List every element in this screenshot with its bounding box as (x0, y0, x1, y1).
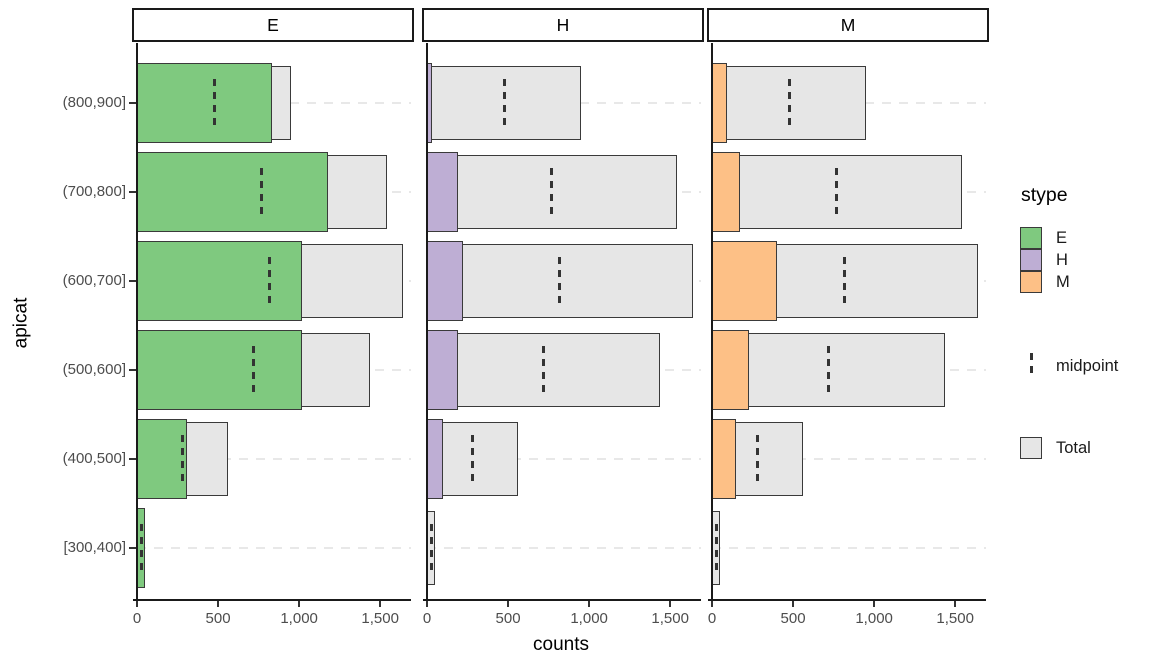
x-tick-label: 500 (780, 610, 806, 627)
facet-strip-E: E (132, 8, 414, 42)
y-tick-mark (129, 280, 136, 282)
stype-bar-M (712, 152, 740, 232)
stype-bar-E (137, 419, 188, 499)
midpoint-marker (260, 168, 264, 216)
legend-swatch-E (1020, 227, 1042, 249)
midpoint-marker (542, 346, 546, 394)
midpoint-marker (843, 257, 847, 305)
axis-line-bottom (708, 599, 986, 601)
midpoint-marker (827, 346, 831, 394)
legend-label-midpoint: midpoint (1056, 357, 1119, 375)
gridline (137, 458, 411, 460)
legend-swatch-M (1020, 271, 1042, 293)
stype-bar-E (137, 241, 303, 321)
gridline (712, 458, 986, 460)
y-tick-label: (800,900] (62, 94, 126, 111)
x-tick-mark (379, 601, 382, 607)
x-tick-label: 1,500 (651, 610, 689, 627)
x-tick-label: 500 (205, 610, 231, 627)
x-tick-mark (588, 601, 591, 607)
x-tick-label: 1,000 (570, 610, 608, 627)
x-axis-title: counts (533, 634, 589, 655)
midpoint-marker (212, 79, 216, 127)
stype-bar-E (137, 330, 303, 410)
x-tick-label: 1,500 (361, 610, 399, 627)
stype-bar-H (427, 330, 458, 410)
axis-line-left (426, 43, 428, 602)
midpoint-marker (470, 435, 474, 483)
x-tick-label: 0 (707, 610, 717, 627)
x-tick-label: 0 (132, 610, 142, 627)
y-tick-label: [300,400] (63, 539, 126, 556)
legend-label-total: Total (1056, 439, 1091, 457)
x-tick-mark (136, 601, 138, 607)
gridline (137, 547, 411, 549)
legend-swatch-H (1020, 249, 1042, 271)
midpoint-marker (180, 435, 184, 483)
legend-label-M: M (1056, 273, 1070, 291)
x-tick-label: 1,000 (280, 610, 318, 627)
y-tick-label: (400,500] (62, 450, 126, 467)
legend-swatch-total (1020, 437, 1042, 459)
stype-bar-E (137, 63, 272, 143)
x-tick-mark (954, 601, 957, 607)
stype-bar-M (712, 241, 777, 321)
gridline (712, 547, 986, 549)
axis-line-left (136, 43, 138, 602)
x-tick-mark (217, 601, 220, 607)
y-tick-mark (129, 547, 136, 549)
midpoint-marker (252, 346, 256, 394)
x-tick-label: 1,000 (855, 610, 893, 627)
midpoint-marker (835, 168, 839, 216)
midpoint-marker (502, 79, 506, 127)
y-tick-label: (700,800] (62, 183, 126, 200)
midpoint-marker (429, 524, 433, 572)
midpoint-marker (139, 524, 143, 572)
y-tick-label: (600,700] (62, 272, 126, 289)
midpoint-marker (787, 79, 791, 127)
legend-midpoint-icon (1030, 353, 1033, 378)
x-tick-mark (507, 601, 510, 607)
midpoint-marker (268, 257, 272, 305)
stype-bar-M (712, 330, 750, 410)
total-bar (712, 155, 962, 229)
y-tick-mark (129, 369, 136, 371)
x-tick-mark (711, 601, 713, 607)
stype-bar-M (712, 419, 737, 499)
x-tick-mark (298, 601, 301, 607)
gridline (427, 547, 701, 549)
x-tick-label: 500 (495, 610, 521, 627)
facet-strip-H: H (422, 8, 704, 42)
midpoint-marker (714, 524, 718, 572)
x-tick-mark (792, 601, 795, 607)
stype-bar-H (427, 419, 444, 499)
y-axis-title: apicat (10, 297, 32, 348)
facet-strip-M: M (707, 8, 989, 42)
x-tick-mark (426, 601, 428, 607)
y-tick-mark (129, 102, 136, 104)
midpoint-marker (755, 435, 759, 483)
stype-bar-H (427, 241, 463, 321)
x-tick-mark (873, 601, 876, 607)
x-tick-label: 1,500 (936, 610, 974, 627)
midpoint-marker (550, 168, 554, 216)
y-tick-mark (129, 191, 136, 193)
axis-line-bottom (133, 599, 411, 601)
y-tick-mark (129, 458, 136, 460)
x-tick-label: 0 (422, 610, 432, 627)
legend-label-H: H (1056, 251, 1068, 269)
y-tick-label: (500,600] (62, 361, 126, 378)
gridline (427, 458, 701, 460)
legend-title: stype (1021, 184, 1068, 206)
x-tick-mark (669, 601, 672, 607)
midpoint-marker (558, 257, 562, 305)
axis-line-bottom (423, 599, 701, 601)
stype-bar-M (712, 63, 727, 143)
stype-bar-H (427, 152, 458, 232)
legend-label-E: E (1056, 229, 1068, 247)
stype-bar-E (137, 152, 329, 232)
axis-line-left (711, 43, 713, 602)
